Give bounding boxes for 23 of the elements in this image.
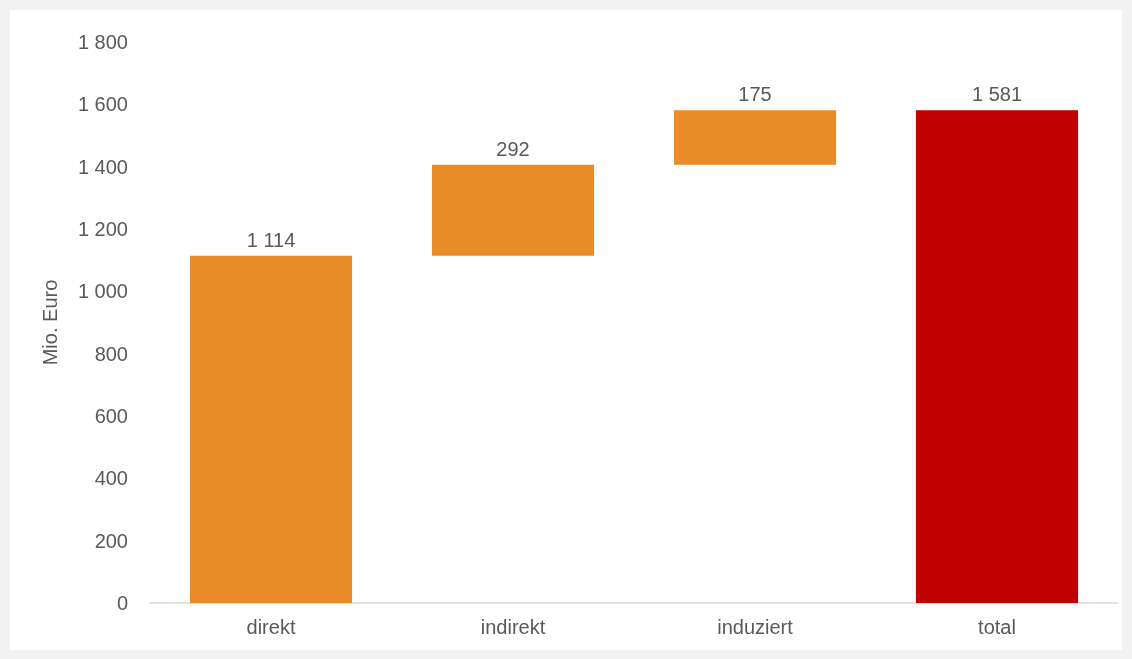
x-tick-label: direkt [246,616,296,638]
x-tick-label: total [978,616,1016,638]
y-axis-title: Mio. Euro [39,279,61,366]
bar [673,110,837,165]
data-label: 1 581 [971,83,1023,106]
y-tick-label: 1 200 [77,218,128,240]
y-tick-label: 1 600 [77,93,128,116]
data-label: 1 114 [246,228,296,251]
data-label: 292 [496,137,530,160]
y-tick-label: 1 800 [77,31,128,53]
x-tick-label: indirekt [480,616,546,638]
y-tick-label: 0 [116,592,128,614]
y-tick-label: 1 400 [77,155,128,178]
bar [189,255,353,603]
data-label: 175 [738,83,772,106]
bar [431,164,595,256]
y-tick-label: 400 [94,467,128,490]
y-tick-label: 600 [94,405,128,427]
y-tick-label: 200 [94,529,128,552]
x-tick-label: induziert [717,616,794,638]
y-tick-label: 1 000 [77,280,128,303]
y-tick-label: 800 [94,342,128,365]
bar [915,110,1079,603]
